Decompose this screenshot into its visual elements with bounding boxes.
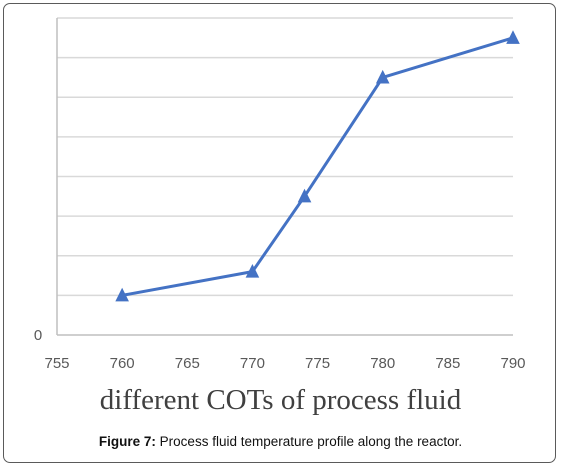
x-tick-label: 770: [240, 355, 265, 372]
axes: [56, 18, 513, 336]
x-tick-label: 780: [370, 355, 395, 372]
figure-caption-label: Figure 7:: [98, 434, 156, 449]
triangle-marker: [506, 30, 520, 44]
x-tick-label: 785: [435, 355, 460, 372]
gridlines: [57, 17, 513, 297]
x-tick-label: 765: [175, 355, 200, 372]
triangle-marker: [297, 188, 312, 203]
y-tick-label: 0: [34, 327, 42, 344]
x-tick-label: 755: [44, 355, 69, 372]
x-tick-label: 790: [500, 355, 525, 372]
series-markers: [115, 30, 520, 302]
x-tick-label: 775: [305, 355, 330, 372]
figure-caption: Figure 7: Process fluid temperature prof…: [0, 434, 561, 449]
triangle-marker: [115, 287, 129, 302]
series-lines: [121, 36, 514, 297]
triangle-marker: [245, 263, 260, 278]
tick-labels: 755 760 765 770 775 780 785 790 0: [34, 327, 526, 372]
figure-caption-text: Process fluid temperature profile along …: [155, 434, 463, 449]
series-line: [121, 36, 514, 297]
x-axis-label: different COTs of process fluid: [99, 384, 462, 416]
x-tick-label: 760: [110, 355, 135, 372]
triangle-marker: [375, 69, 390, 84]
